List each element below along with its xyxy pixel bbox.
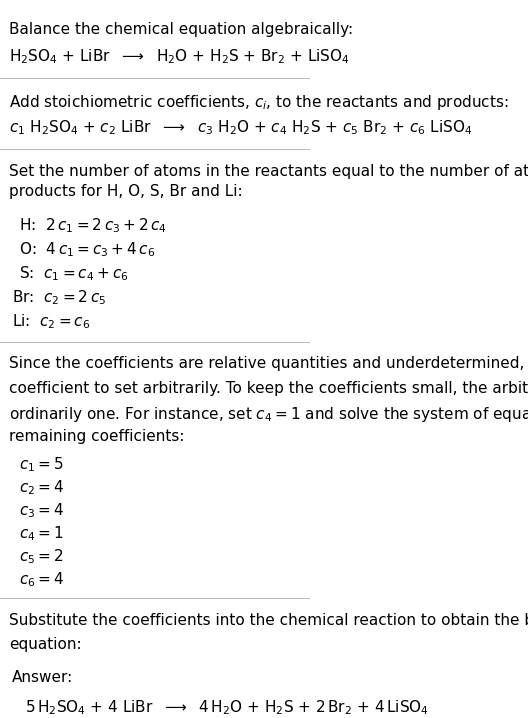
Text: Answer:: Answer: xyxy=(12,670,73,685)
Text: S:  $c_1 = c_4 + c_6$: S: $c_1 = c_4 + c_6$ xyxy=(18,264,128,283)
Text: $c_4 = 1$: $c_4 = 1$ xyxy=(18,524,63,543)
Text: Li:  $c_2 = c_6$: Li: $c_2 = c_6$ xyxy=(12,312,91,331)
Text: ordinarily one. For instance, set $c_4 = 1$ and solve the system of equations fo: ordinarily one. For instance, set $c_4 =… xyxy=(10,405,528,424)
Text: coefficient to set arbitrarily. To keep the coefficients small, the arbitrary va: coefficient to set arbitrarily. To keep … xyxy=(10,381,528,396)
Text: H:  $2\,c_1 = 2\,c_3 + 2\,c_4$: H: $2\,c_1 = 2\,c_3 + 2\,c_4$ xyxy=(18,216,166,235)
Text: $c_5 = 2$: $c_5 = 2$ xyxy=(18,547,63,566)
Text: $5\,\mathregular{H_2SO_4}$ + 4 LiBr  $\longrightarrow$  $4\,\mathregular{H_2O}$ : $5\,\mathregular{H_2SO_4}$ + 4 LiBr $\lo… xyxy=(25,698,429,717)
Text: O:  $4\,c_1 = c_3 + 4\,c_6$: O: $4\,c_1 = c_3 + 4\,c_6$ xyxy=(18,240,155,258)
Text: Br:  $c_2 = 2\,c_5$: Br: $c_2 = 2\,c_5$ xyxy=(12,289,107,307)
Text: $\mathregular{H_2SO_4}$ + LiBr  $\longrightarrow$  $\mathregular{H_2O}$ + $\math: $\mathregular{H_2SO_4}$ + LiBr $\longrig… xyxy=(10,47,350,66)
Text: Balance the chemical equation algebraically:: Balance the chemical equation algebraica… xyxy=(10,22,353,37)
Text: $c_6 = 4$: $c_6 = 4$ xyxy=(18,570,64,589)
Text: Add stoichiometric coefficients, $c_i$, to the reactants and products:: Add stoichiometric coefficients, $c_i$, … xyxy=(10,93,509,112)
Text: Set the number of atoms in the reactants equal to the number of atoms in the
pro: Set the number of atoms in the reactants… xyxy=(10,164,528,199)
Text: Since the coefficients are relative quantities and underdetermined, choose a: Since the coefficients are relative quan… xyxy=(10,356,528,371)
Text: $c_2 = 4$: $c_2 = 4$ xyxy=(18,478,64,497)
Text: $c_3 = 4$: $c_3 = 4$ xyxy=(18,501,64,520)
Text: Substitute the coefficients into the chemical reaction to obtain the balanced: Substitute the coefficients into the che… xyxy=(10,612,528,628)
Text: remaining coefficients:: remaining coefficients: xyxy=(10,429,185,444)
Text: $c_1$ $\mathregular{H_2SO_4}$ + $c_2$ LiBr  $\longrightarrow$  $c_3$ $\mathregul: $c_1$ $\mathregular{H_2SO_4}$ + $c_2$ Li… xyxy=(10,118,473,137)
FancyBboxPatch shape xyxy=(3,658,291,718)
Text: equation:: equation: xyxy=(10,637,82,652)
Text: $c_1 = 5$: $c_1 = 5$ xyxy=(18,455,63,474)
